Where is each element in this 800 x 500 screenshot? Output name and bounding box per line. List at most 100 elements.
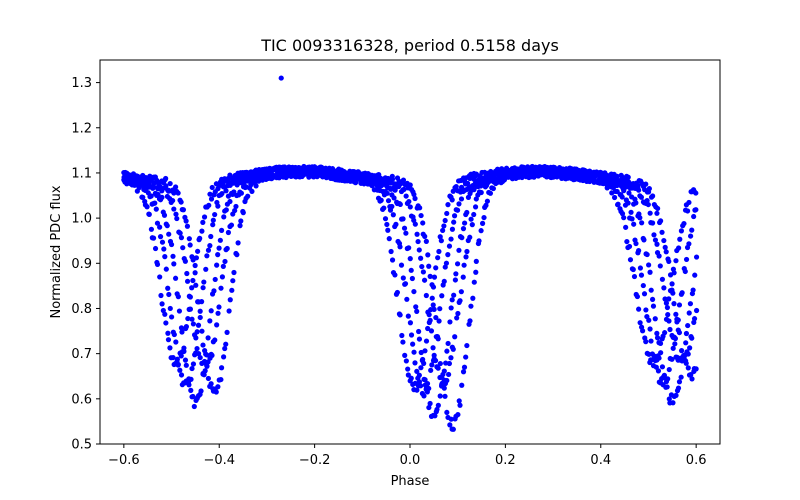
data-point [385,227,391,233]
data-point [435,402,441,408]
data-point [421,360,427,366]
data-point [290,171,296,178]
data-point [423,338,430,344]
data-point [682,268,688,275]
data-point [666,318,672,324]
data-point [573,168,580,174]
data-point [633,200,639,206]
y-tick-label: 1.1 [71,166,92,181]
data-point [223,188,229,194]
data-point [161,212,168,218]
data-point [499,168,505,174]
data-point [413,304,419,310]
data-point [192,262,198,269]
data-point [158,292,164,299]
data-point [161,179,167,185]
data-point [381,205,387,211]
data-point [654,210,660,216]
data-point [146,211,152,217]
data-point [418,255,424,261]
data-point [155,191,161,198]
data-point [221,354,227,360]
data-point [667,326,673,333]
data-point [208,381,214,387]
data-point [496,177,502,184]
data-point [149,183,156,190]
data-point [253,183,259,189]
data-point [471,211,477,218]
data-point [450,346,456,352]
data-point [388,248,394,255]
data-point [631,273,638,280]
data-point [449,226,456,232]
data-point [378,197,384,203]
data-point [446,371,452,378]
data-point [686,199,692,206]
data-point [174,215,180,222]
data-point [148,226,155,232]
data-point [422,233,428,239]
data-point [310,172,316,178]
data-point [220,263,226,269]
data-point [393,221,399,227]
data-point [430,302,436,308]
data-point [451,219,457,225]
data-point [156,183,162,189]
x-tick-label: 0.2 [495,453,516,468]
data-point [686,241,692,247]
data-point [479,220,486,226]
data-point [425,252,431,258]
data-point [551,164,558,171]
data-point [216,304,222,310]
data-point [431,274,438,280]
data-point [170,354,176,361]
data-point [670,345,676,351]
data-point [400,177,407,183]
data-point [121,170,127,176]
data-point [224,245,230,252]
data-point [419,263,425,270]
data-point [154,261,161,268]
data-point [646,262,652,268]
data-point [209,352,215,358]
y-tick-label: 1.3 [71,76,92,91]
chart-title: TIC 0093316328, period 0.5158 days [260,36,559,55]
data-point [202,368,208,374]
data-point [154,220,161,226]
data-point [157,274,163,280]
data-point [662,330,668,336]
data-point [414,387,420,393]
data-point [334,167,341,174]
data-point [628,209,634,215]
data-point [165,337,172,343]
y-tick-label: 0.5 [71,438,92,453]
data-point [649,220,656,226]
data-point [231,269,237,276]
data-point [171,331,177,338]
data-point [686,310,692,316]
data-point [401,186,407,192]
data-point [163,320,169,326]
data-point [670,334,676,341]
data-point [427,273,433,279]
data-point [674,319,680,325]
data-point [195,322,202,328]
data-point [180,207,187,213]
data-point [456,201,462,207]
data-point [157,224,163,230]
data-point [412,221,418,227]
data-point [432,357,439,364]
data-point [167,180,173,187]
data-point [190,393,196,400]
data-point [511,166,517,172]
data-point [673,258,679,264]
data-point [626,190,632,196]
data-point [397,181,403,187]
data-point [166,231,172,237]
data-point [546,172,552,178]
data-point [215,203,221,209]
data-point [157,234,164,240]
data-point [689,227,695,233]
data-point [423,238,429,244]
data-point [665,376,671,382]
